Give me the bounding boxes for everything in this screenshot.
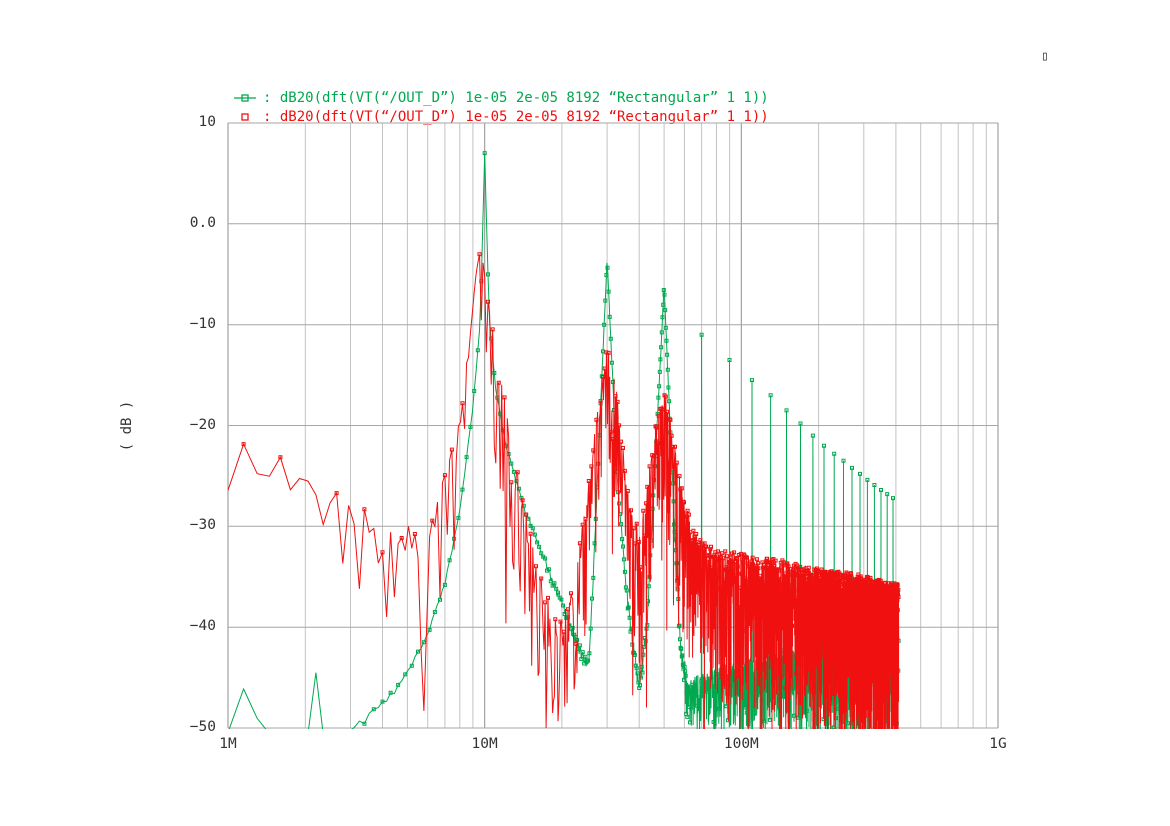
x-tick-label: 1M — [219, 736, 237, 752]
y-tick-label: −50 — [189, 719, 216, 735]
y-tick-label: −40 — [189, 618, 216, 635]
y-tick-label: −30 — [189, 517, 216, 534]
red-trace-marker-icon — [241, 112, 249, 121]
green-trace-expression: : dB20(dft(VT(“/OUT_D”) 1e-05 2e-05 8192… — [263, 89, 769, 106]
trace-red-markers — [241, 252, 901, 708]
x-tick-label: 100M — [723, 736, 759, 752]
legend: : dB20(dft(VT(“/OUT_D”) 1e-05 2e-05 8192… — [233, 88, 769, 126]
y-tick-label: 0.0 — [189, 214, 216, 231]
window-corner-icon[interactable]: ▯ — [1041, 49, 1049, 64]
y-tick-label: −20 — [189, 416, 216, 433]
legend-item-trace-red[interactable]: : dB20(dft(VT(“/OUT_D”) 1e-05 2e-05 8192… — [233, 107, 769, 126]
green-trace-marker-icon — [234, 93, 256, 102]
x-tick-label: 10M — [471, 736, 498, 752]
legend-item-trace-green[interactable]: : dB20(dft(VT(“/OUT_D”) 1e-05 2e-05 8192… — [233, 88, 769, 107]
y-tick-label: 10 — [198, 114, 216, 130]
trace-red[interactable] — [227, 254, 900, 826]
red-trace-expression: : dB20(dft(VT(“/OUT_D”) 1e-05 2e-05 8192… — [263, 108, 769, 125]
x-tick-label: 1G — [989, 736, 1007, 752]
y-tick-label: −10 — [189, 315, 216, 332]
